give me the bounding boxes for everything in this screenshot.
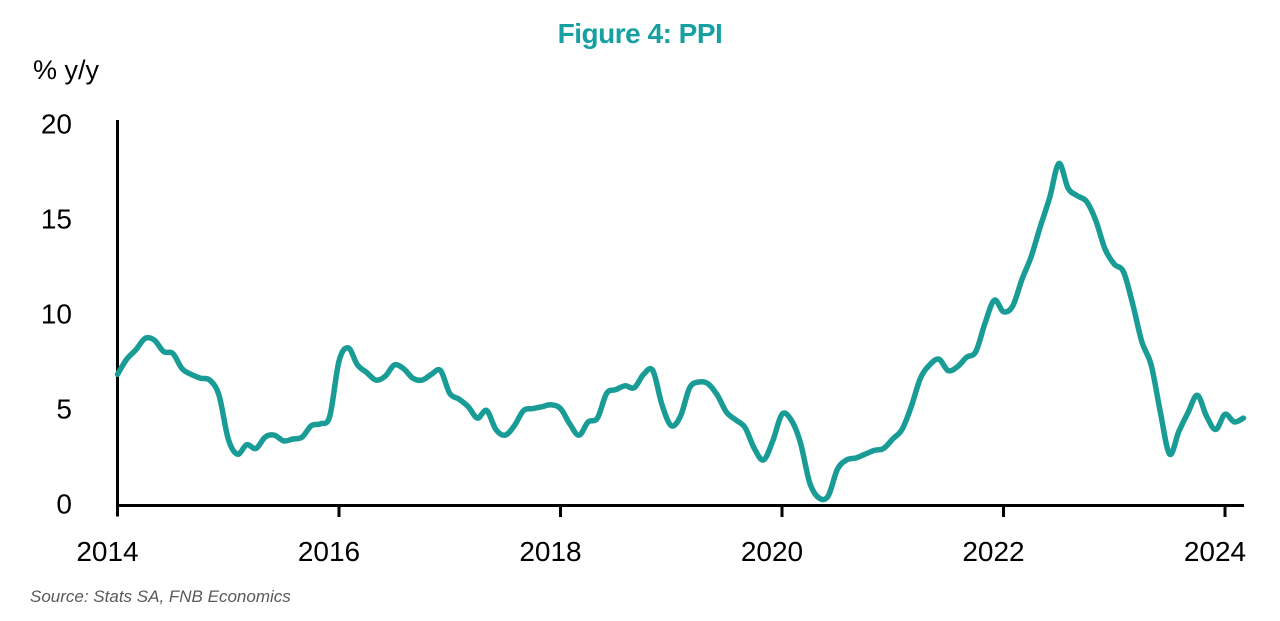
x-tick-label: 2020 [741, 536, 803, 567]
y-tick-label: 15 [41, 204, 72, 235]
x-tick-label: 2022 [962, 536, 1024, 567]
y-tick-label: 0 [56, 489, 72, 520]
ppi-line-series [114, 160, 1247, 503]
y-tick-label: 5 [56, 394, 72, 425]
y-tick-label: 20 [41, 109, 72, 140]
x-tick-label: 2016 [298, 536, 360, 567]
y-axis-unit-label: % y/y [33, 55, 100, 85]
y-tick-label: 10 [41, 299, 72, 330]
x-tick-label: 2014 [76, 536, 138, 567]
chart-title: Figure 4: PPI [557, 18, 723, 49]
x-tick-label: 2018 [519, 536, 581, 567]
source-note: Source: Stats SA, FNB Economics [30, 587, 291, 606]
x-tick-label: 2024 [1184, 536, 1246, 567]
